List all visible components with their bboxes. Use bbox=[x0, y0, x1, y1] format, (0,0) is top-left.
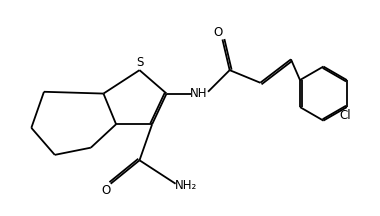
Text: NH₂: NH₂ bbox=[174, 179, 197, 192]
Text: O: O bbox=[102, 184, 111, 197]
Text: S: S bbox=[136, 56, 143, 69]
Text: O: O bbox=[214, 27, 223, 40]
Text: NH: NH bbox=[190, 87, 208, 100]
Text: Cl: Cl bbox=[339, 108, 351, 122]
